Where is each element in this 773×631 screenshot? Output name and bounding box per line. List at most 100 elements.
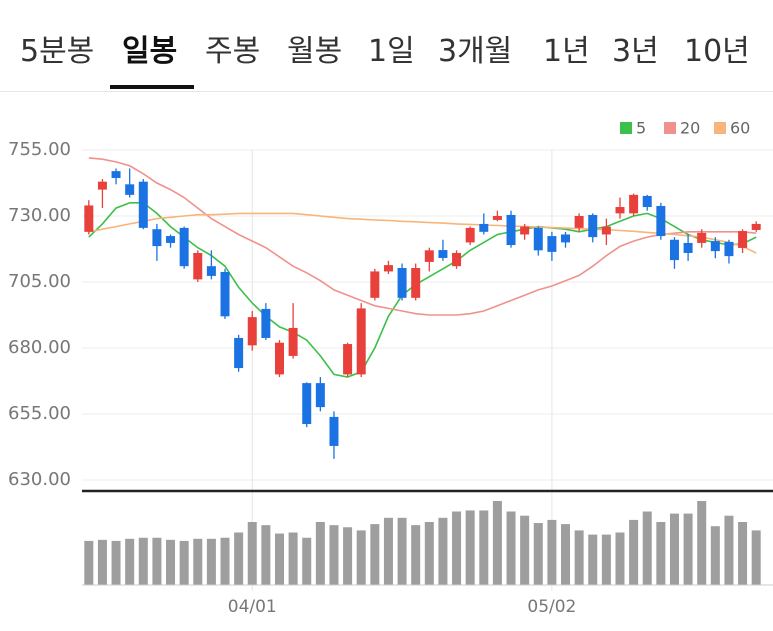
- volume-bar: [561, 524, 571, 585]
- candle-body: [424, 250, 434, 262]
- volume-bar: [247, 522, 257, 585]
- candle-body: [97, 181, 107, 190]
- candle-body: [615, 207, 625, 214]
- candle-body: [506, 214, 516, 246]
- volume-bar: [547, 519, 557, 585]
- volume-bar: [601, 534, 611, 585]
- candle-body: [629, 194, 639, 214]
- volume-bar: [166, 539, 176, 585]
- candle-body: [261, 308, 271, 338]
- volume-bar: [343, 527, 353, 585]
- legend-swatch: [620, 122, 632, 134]
- volume-bar: [683, 513, 693, 585]
- candle-body: [683, 242, 693, 253]
- y-tick-label: 755.00: [8, 139, 71, 160]
- volume-bar: [697, 501, 707, 585]
- volume-bar: [574, 530, 584, 585]
- volume-bar: [506, 511, 516, 585]
- period-tabs: 5분봉 일봉 주봉 월봉 1일 3개월 1년 3년 10년: [0, 0, 773, 92]
- candle-body: [452, 252, 462, 267]
- volume-bar: [152, 537, 162, 585]
- candle-body: [166, 236, 176, 243]
- volume-bar: [193, 538, 203, 585]
- candle-body: [465, 227, 475, 243]
- candle-body: [724, 241, 734, 257]
- period-tab[interactable]: 5분봉: [20, 34, 95, 69]
- volume-bar: [465, 510, 475, 585]
- period-tab[interactable]: 월봉: [287, 34, 343, 69]
- volume-bar: [452, 511, 462, 585]
- legend-label: 60: [730, 119, 750, 138]
- candle-body: [247, 317, 257, 346]
- volume-bar: [370, 524, 380, 585]
- volume-bar: [656, 522, 666, 585]
- volume-bar: [533, 523, 543, 585]
- candle-body: [710, 241, 720, 252]
- legend-swatch: [714, 122, 726, 134]
- candle-body: [288, 327, 298, 356]
- candle-body: [479, 223, 489, 232]
- period-tab[interactable]: 1년: [543, 34, 590, 69]
- volume-bar: [302, 537, 312, 585]
- volume-bar: [179, 540, 189, 585]
- y-tick-label: 705.00: [8, 271, 71, 292]
- volume-bar: [288, 532, 298, 585]
- volume-bar: [274, 533, 284, 585]
- candle-body: [343, 344, 353, 375]
- y-tick-label: 655.00: [8, 403, 71, 424]
- candle-body: [601, 226, 611, 235]
- candle-body: [642, 195, 652, 208]
- candle-body: [738, 231, 748, 248]
- candle-body: [111, 171, 121, 178]
- candle-body: [411, 268, 421, 298]
- period-tab[interactable]: 주봉: [205, 34, 261, 69]
- candle-body: [356, 308, 366, 375]
- volume-bar: [424, 522, 434, 585]
- candle-body: [383, 265, 393, 272]
- volume-bar: [738, 522, 748, 585]
- period-tab[interactable]: 3년: [612, 34, 659, 69]
- candle-body: [315, 383, 325, 408]
- volume-bar: [629, 519, 639, 585]
- volume-bar: [751, 530, 761, 585]
- y-tick-label: 630.00: [8, 469, 71, 490]
- candle-body: [438, 250, 448, 258]
- period-tab[interactable]: 1일: [368, 34, 415, 69]
- candle-body: [302, 383, 312, 425]
- y-tick-label: 730.00: [8, 205, 71, 226]
- candle-body: [234, 337, 244, 369]
- candle-body: [520, 226, 530, 235]
- volume-bar: [479, 510, 489, 585]
- legend-label: 20: [680, 119, 700, 138]
- candle-body: [179, 227, 189, 267]
- candle-body: [547, 236, 557, 252]
- selected-underline: [110, 85, 194, 89]
- volume-bar: [669, 513, 679, 585]
- candle-body: [561, 234, 571, 243]
- candle-body: [492, 216, 502, 220]
- volume-bar: [397, 517, 407, 585]
- candle-body: [138, 181, 148, 228]
- period-tab[interactable]: 10년: [684, 34, 750, 69]
- candle-body: [274, 342, 284, 375]
- legend-swatch: [664, 122, 676, 134]
- volume-bar: [520, 515, 530, 585]
- volume-bar: [234, 532, 244, 585]
- volume-bar: [383, 517, 393, 585]
- legend-label: 5: [636, 119, 646, 138]
- candle-body: [751, 223, 761, 230]
- volume-bar: [710, 526, 720, 585]
- candle-body: [84, 205, 94, 232]
- volume-bar: [315, 522, 325, 585]
- candle-body: [588, 214, 598, 238]
- candle-body: [220, 271, 230, 317]
- volume-bar: [125, 538, 135, 585]
- ma-line: [88, 157, 757, 316]
- volume-bar: [220, 537, 230, 585]
- volume-bar: [356, 530, 366, 585]
- x-tick-label: 05/02: [527, 597, 576, 617]
- period-tab[interactable]: 일봉: [122, 34, 178, 69]
- candle-body: [125, 184, 135, 195]
- period-tab[interactable]: 3개월: [438, 34, 513, 69]
